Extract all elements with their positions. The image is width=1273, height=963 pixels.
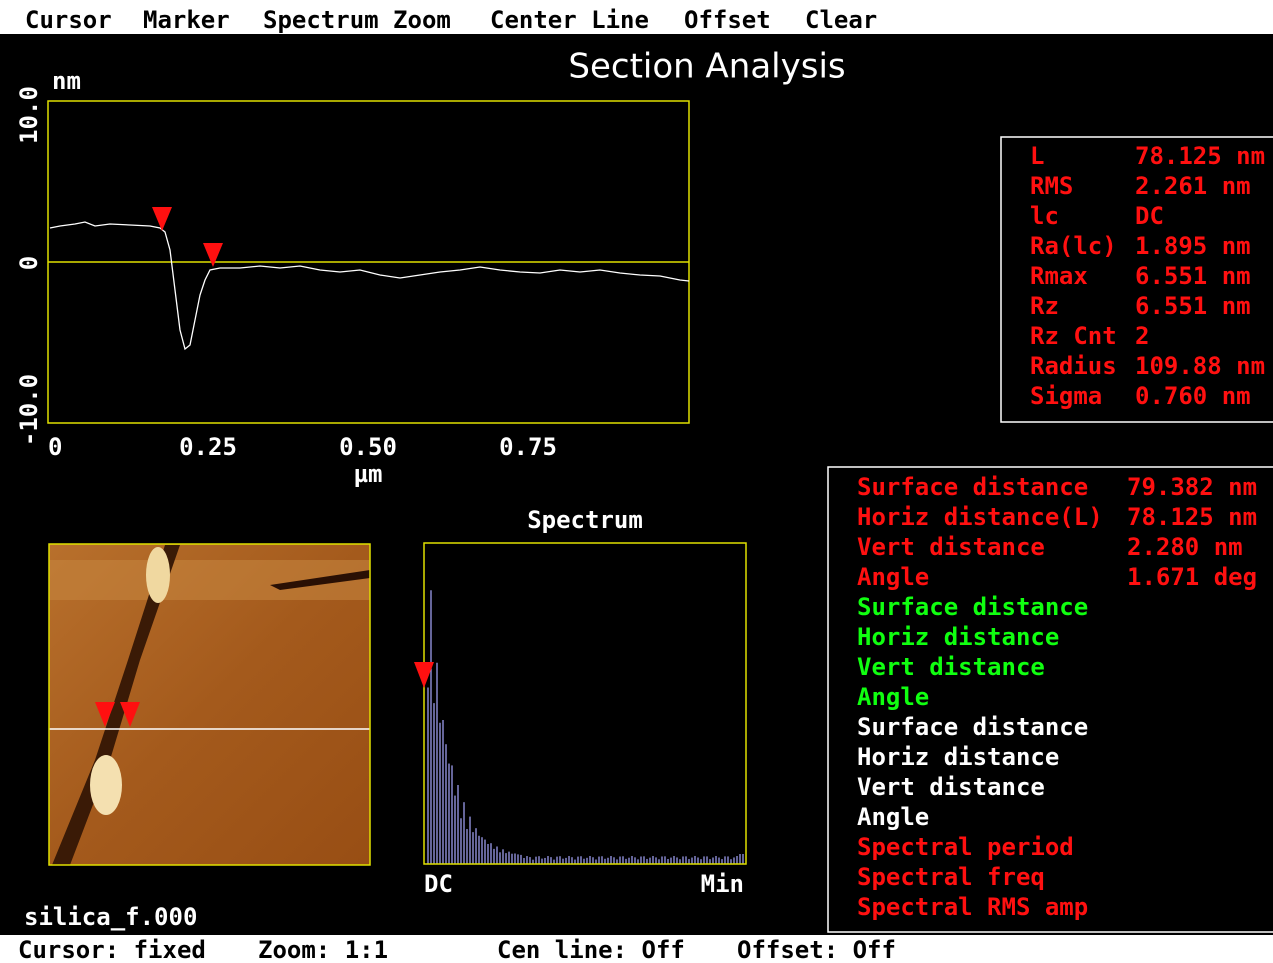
image-blob	[90, 755, 122, 815]
spectrum-start: DC	[424, 870, 453, 898]
stat-label: Rz Cnt	[1030, 322, 1117, 350]
stat-label: Sigma	[1030, 382, 1102, 410]
filename: silica_f.000	[24, 903, 197, 931]
x-tick-label: 0.75	[499, 433, 557, 461]
stat-value: 109.88 nm	[1135, 352, 1265, 380]
stat-label: Radius	[1030, 352, 1117, 380]
measure-label: Vert distance	[857, 773, 1045, 801]
profile-line	[50, 222, 689, 349]
menu-item[interactable]: Marker	[143, 6, 230, 34]
stat-value: 1.895 nm	[1135, 232, 1251, 260]
measure-value: 1.671 deg	[1127, 563, 1257, 591]
y-tick-label: 10.0	[15, 86, 43, 144]
stat-label: Ra(lc)	[1030, 232, 1117, 260]
stat-label: Rmax	[1030, 262, 1088, 290]
measure-label: Spectral freq	[857, 863, 1045, 891]
screen: Cursor Marker Spectrum Zoom Center Line Offs…	[0, 0, 1273, 963]
stat-label: RMS	[1030, 172, 1073, 200]
measure-label: Angle	[857, 683, 929, 711]
x-tick-label: 0.25	[179, 433, 237, 461]
stat-label: L	[1030, 142, 1044, 170]
image-blob	[146, 547, 170, 603]
afm-image	[49, 544, 370, 865]
x-unit: µm	[354, 460, 383, 488]
measure-label: Angle	[857, 563, 929, 591]
measure-value: 2.280 nm	[1127, 533, 1243, 561]
measure-label: Vert distance	[857, 533, 1045, 561]
measure-value: 79.382 nm	[1127, 473, 1257, 501]
status-item: Offset: Off	[737, 936, 896, 963]
marker	[203, 243, 223, 267]
spectrum-title: Spectrum	[527, 506, 643, 534]
measure-label: Horiz distance(L)	[857, 503, 1103, 531]
measure-label: Spectral RMS amp	[857, 893, 1088, 921]
measure-label: Horiz distance	[857, 623, 1059, 651]
stat-value: 78.125 nm	[1135, 142, 1265, 170]
measure-value: 78.125 nm	[1127, 503, 1257, 531]
menu-item[interactable]: Cursor	[25, 6, 112, 34]
stat-value: 2.261 nm	[1135, 172, 1251, 200]
measure-label: Surface distance	[857, 713, 1088, 741]
measure-label: Horiz distance	[857, 743, 1059, 771]
status-item: Zoom: 1:1	[258, 936, 388, 963]
measure-label: Surface distance	[857, 593, 1088, 621]
menu-item[interactable]: Offset	[684, 6, 771, 34]
stat-value: 0.760 nm	[1135, 382, 1251, 410]
menu-item[interactable]: Center Line	[490, 6, 649, 34]
measure-label: Vert distance	[857, 653, 1045, 681]
status-item: Cen line: Off	[497, 936, 685, 963]
stat-value: 2	[1135, 322, 1149, 350]
stat-value: 6.551 nm	[1135, 262, 1251, 290]
stat-value: DC	[1135, 202, 1164, 230]
y-unit: nm	[52, 67, 81, 95]
stat-label: lc	[1030, 202, 1059, 230]
y-tick-label: 0	[15, 256, 43, 270]
measure-label: Angle	[857, 803, 929, 831]
x-tick-label: 0	[48, 433, 62, 461]
y-tick-label: -10.0	[15, 374, 43, 446]
measure-label: Surface distance	[857, 473, 1088, 501]
x-tick-label: 0.50	[339, 433, 397, 461]
spectrum-bars	[428, 590, 743, 864]
measure-label: Spectral period	[857, 833, 1074, 861]
title: Section Analysis	[568, 47, 845, 87]
page: { "menu": ["Cursor", "Marker", "Spectrum…	[0, 0, 1273, 963]
status-item: Cursor: fixed	[18, 936, 206, 963]
stat-label: Rz	[1030, 292, 1059, 320]
menu-item[interactable]: Spectrum Zoom	[263, 6, 451, 34]
menu-item[interactable]: Clear	[805, 6, 877, 34]
spectrum-frame	[424, 543, 746, 864]
spectrum-end: Min	[701, 870, 744, 898]
stat-value: 6.551 nm	[1135, 292, 1251, 320]
